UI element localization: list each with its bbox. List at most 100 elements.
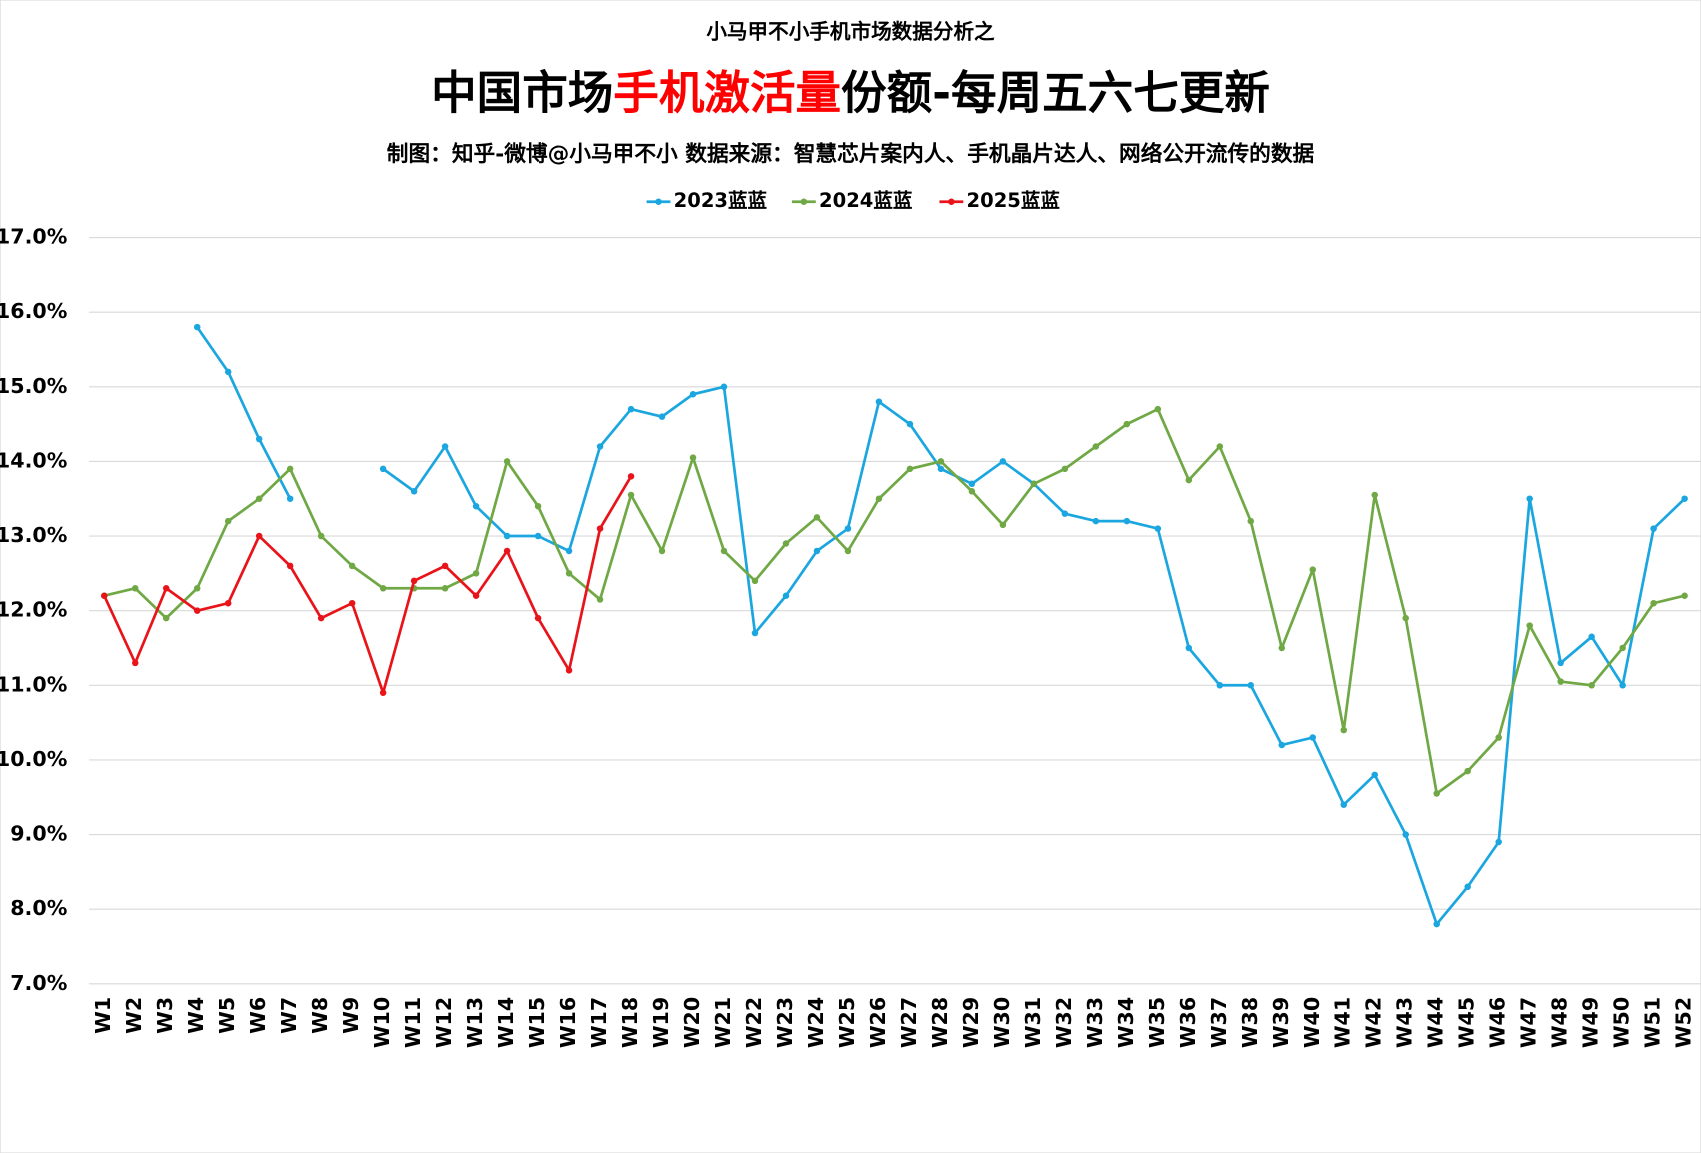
data-point — [193, 607, 201, 614]
data-point — [844, 525, 852, 532]
data-point — [1402, 831, 1409, 838]
data-point — [1092, 443, 1100, 450]
data-point — [1216, 443, 1224, 450]
data-point — [1309, 566, 1317, 573]
legend-label: 2023蓝蓝 — [674, 189, 768, 212]
data-point — [1092, 517, 1100, 525]
data-point — [1464, 883, 1471, 891]
title-part: 中国市场 — [431, 66, 613, 119]
x-tick-label: W35 — [1145, 997, 1169, 1048]
data-point — [1495, 734, 1502, 741]
x-tick-label: W27 — [897, 997, 921, 1048]
data-point — [1061, 465, 1069, 473]
data-point — [1309, 734, 1317, 741]
data-point — [1681, 592, 1688, 599]
data-point — [658, 547, 666, 555]
legend-marker — [655, 198, 662, 206]
data-point — [1030, 480, 1038, 488]
data-point — [255, 532, 263, 540]
data-point — [100, 592, 108, 599]
data-point — [1495, 838, 1502, 846]
data-point — [689, 391, 697, 398]
data-point — [472, 502, 480, 510]
data-point — [441, 562, 449, 570]
data-point — [1433, 920, 1440, 928]
x-tick-label: W39 — [1269, 997, 1293, 1048]
x-tick-label: W12 — [432, 997, 456, 1048]
data-point — [875, 398, 883, 405]
y-tick-label: 10.0% — [0, 747, 67, 771]
data-point — [193, 585, 201, 592]
x-tick-label: W10 — [370, 997, 394, 1048]
data-point — [1681, 495, 1688, 502]
x-tick-label: W26 — [866, 997, 890, 1048]
data-point — [627, 491, 635, 499]
data-point — [1247, 517, 1255, 525]
data-point — [317, 532, 325, 540]
x-tick-label: W3 — [153, 997, 177, 1034]
data-point — [1619, 682, 1626, 689]
data-point — [1340, 801, 1348, 808]
x-tick-label: W29 — [959, 997, 983, 1048]
data-point — [317, 614, 325, 622]
x-tick-label: W33 — [1083, 997, 1107, 1048]
x-tick-label: W9 — [339, 997, 363, 1034]
x-tick-label: W43 — [1393, 997, 1417, 1048]
data-point — [193, 323, 201, 331]
data-point — [937, 458, 945, 465]
data-point — [1588, 682, 1595, 689]
x-tick-label: W5 — [215, 997, 239, 1034]
data-point — [224, 368, 232, 376]
data-point — [503, 547, 511, 555]
y-tick-label: 11.0% — [0, 672, 67, 696]
data-point — [844, 547, 852, 555]
data-point — [1371, 771, 1378, 779]
data-point — [1433, 790, 1440, 797]
data-point — [379, 585, 387, 592]
data-point — [255, 495, 263, 502]
data-point — [658, 413, 666, 420]
legend-label: 2024蓝蓝 — [819, 189, 913, 212]
data-point — [565, 570, 573, 577]
x-tick-label: W11 — [401, 997, 425, 1048]
x-tick-label: W32 — [1052, 997, 1076, 1048]
legend-label: 2025蓝蓝 — [967, 189, 1061, 212]
data-point — [782, 592, 790, 599]
data-point — [534, 502, 542, 510]
x-tick-label: W50 — [1610, 997, 1634, 1048]
x-tick-label: W15 — [525, 997, 549, 1048]
data-point — [441, 443, 449, 450]
data-point — [751, 577, 759, 585]
chart-subtitle: 制图：知乎-微博@小马甲不小 数据来源：智慧芯片案内人、手机晶片达人、网络公开流… — [387, 141, 1315, 167]
data-point — [503, 532, 511, 540]
x-tick-label: W18 — [618, 997, 642, 1048]
data-point — [286, 465, 294, 473]
x-tick-label: W38 — [1238, 997, 1262, 1048]
x-tick-label: W13 — [463, 997, 487, 1048]
data-point — [1154, 405, 1162, 413]
data-point — [379, 465, 387, 473]
data-point — [596, 525, 604, 532]
x-tick-label: W8 — [308, 997, 332, 1034]
x-tick-label: W42 — [1362, 997, 1386, 1048]
data-point — [875, 495, 883, 502]
legend-marker — [800, 198, 808, 206]
x-tick-label: W52 — [1672, 997, 1696, 1048]
data-point — [162, 614, 170, 622]
x-tick-label: W2 — [122, 997, 146, 1034]
x-tick-label: W45 — [1455, 997, 1479, 1048]
x-tick-label: W16 — [556, 997, 580, 1048]
x-tick-label: W14 — [494, 997, 518, 1048]
y-tick-label: 17.0% — [0, 225, 67, 249]
y-tick-label: 12.0% — [0, 598, 67, 622]
x-tick-label: W51 — [1641, 997, 1665, 1048]
data-point — [689, 454, 697, 461]
data-point — [937, 465, 945, 473]
x-tick-label: W21 — [711, 997, 735, 1048]
data-point — [968, 488, 976, 495]
data-point — [286, 495, 294, 502]
data-point — [534, 532, 542, 540]
x-tick-label: W6 — [246, 997, 270, 1034]
data-point — [813, 514, 821, 521]
y-tick-label: 15.0% — [0, 374, 67, 398]
